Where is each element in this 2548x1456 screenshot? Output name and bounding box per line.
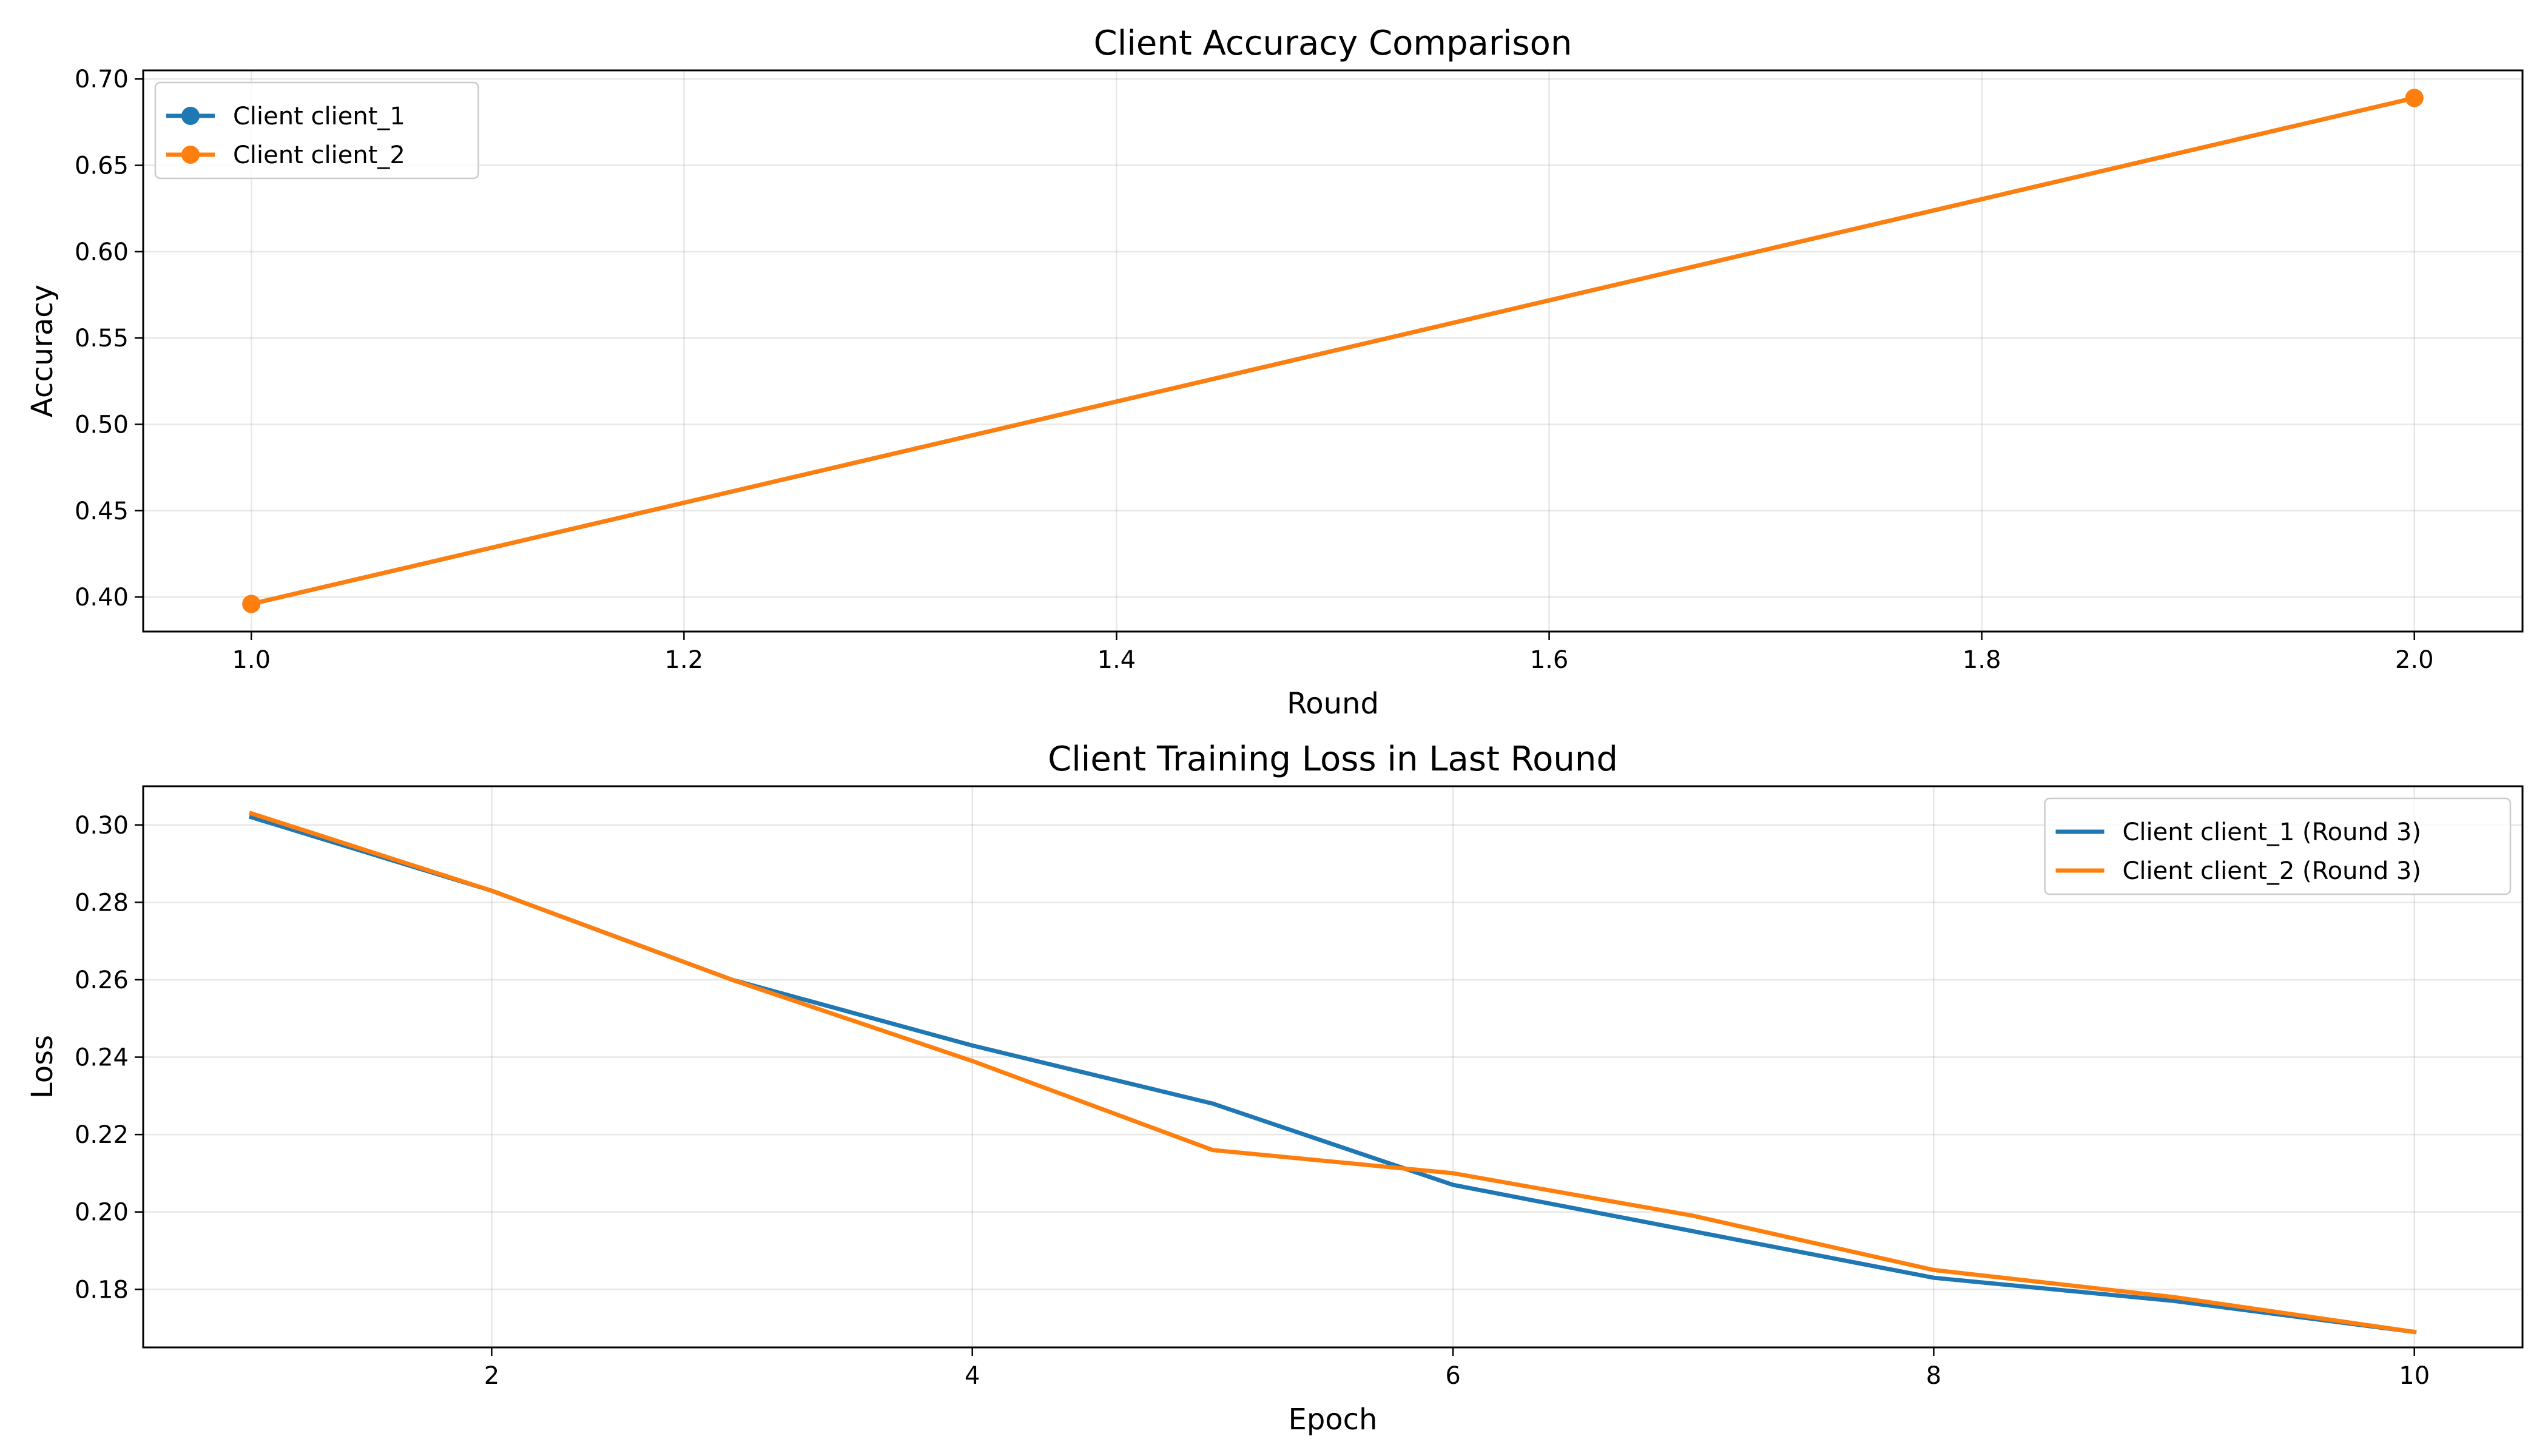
y-tick-label: 0.50 (75, 411, 129, 439)
series-2 (248, 811, 2417, 1335)
grid (143, 70, 2523, 632)
y-tick-label: 0.70 (75, 66, 129, 93)
x-tick-label: 2 (484, 1362, 499, 1390)
y-tick-label: 0.28 (75, 889, 129, 917)
legend-box (2044, 797, 2512, 895)
x-tick-label: 1.8 (1963, 646, 2001, 674)
legend: Client client_1 (Round 3) Client client_2… (2044, 797, 2512, 895)
ticks: 2 4 6 8 10 0.18 0.20 0.22 0.24 0.26 0.28 0.30 (75, 812, 2430, 1390)
x-tick-label: 1.4 (1097, 646, 1136, 674)
legend-marker (181, 107, 200, 125)
loss-chart: Client Training Loss in Last Round Epoch… (25, 740, 2524, 1437)
legend: Client client_1 Client client_2 (154, 81, 479, 180)
legend-label: Client client_1 (233, 103, 405, 130)
ticks: 1.0 1.2 1.4 1.6 1.8 2.0 0.40 0.45 0.50 0.55 0.60 0.… (75, 66, 2434, 674)
data-point (242, 595, 261, 613)
data-point (2405, 89, 2424, 107)
x-tick-label: 1.6 (1530, 646, 1569, 674)
y-tick-label: 0.65 (75, 152, 129, 180)
series-line (248, 811, 2417, 1335)
x-tick-label: 8 (1926, 1362, 1941, 1390)
chart-title: Client Training Loss in Last Round (1048, 740, 1618, 779)
y-tick-label: 0.30 (75, 812, 129, 840)
y-tick-label: 0.20 (75, 1199, 129, 1227)
series-2 (242, 89, 2424, 613)
legend-box (154, 81, 479, 180)
x-tick-label: 10 (2399, 1362, 2430, 1390)
plot-frame (142, 69, 2524, 633)
legend-marker (181, 146, 200, 164)
y-axis-label: Accuracy (25, 285, 59, 417)
series-line (249, 95, 2417, 607)
x-axis-label: Round (1287, 687, 1379, 721)
y-axis-label: Loss (25, 1035, 59, 1099)
x-tick-label: 2.0 (2395, 646, 2434, 674)
x-tick-label: 1.0 (232, 646, 271, 674)
plot-frame (142, 785, 2524, 1349)
x-tick-label: 4 (965, 1362, 980, 1390)
y-tick-label: 0.24 (75, 1044, 129, 1072)
legend-label: Client client_2 (233, 141, 405, 169)
y-tick-label: 0.18 (75, 1276, 129, 1304)
legend-label: Client client_1 (Round 3) (2123, 818, 2421, 846)
x-tick-label: 1.2 (665, 646, 704, 674)
chart-title: Client Accuracy Comparison (1094, 24, 1572, 63)
x-axis-label: Epoch (1289, 1403, 1378, 1437)
legend-label: Client client_2 (Round 3) (2123, 857, 2421, 885)
y-tick-label: 0.22 (75, 1121, 129, 1149)
y-tick-label: 0.40 (75, 584, 129, 612)
y-tick-label: 0.60 (75, 238, 129, 266)
y-tick-label: 0.55 (75, 325, 129, 352)
y-tick-label: 0.26 (75, 966, 129, 994)
y-tick-label: 0.45 (75, 497, 129, 525)
accuracy-chart: Client Accuracy Comparison Round Accurac… (25, 24, 2524, 721)
x-tick-label: 6 (1445, 1362, 1460, 1390)
